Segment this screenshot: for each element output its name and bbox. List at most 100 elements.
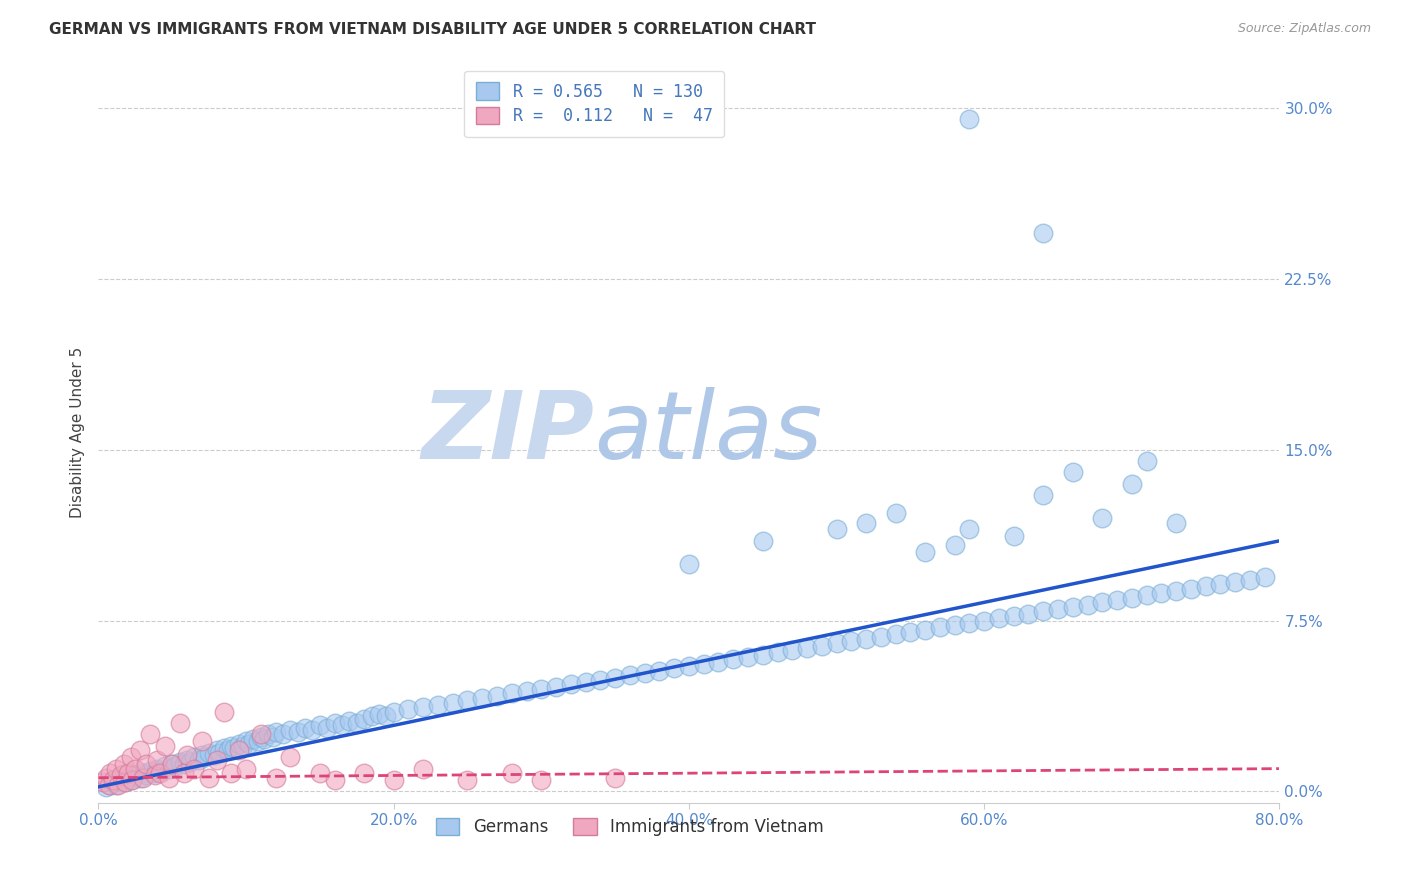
Point bbox=[162, 757, 183, 772]
Point bbox=[205, 743, 228, 757]
Point bbox=[1062, 466, 1084, 480]
Point bbox=[766, 645, 789, 659]
Point bbox=[316, 721, 339, 735]
Point bbox=[139, 764, 162, 778]
Point bbox=[1121, 591, 1143, 605]
Point bbox=[135, 757, 157, 772]
Point bbox=[98, 778, 121, 792]
Point bbox=[1002, 529, 1025, 543]
Point bbox=[427, 698, 450, 712]
Point bbox=[884, 627, 907, 641]
Point bbox=[110, 772, 132, 787]
Text: GERMAN VS IMMIGRANTS FROM VIETNAM DISABILITY AGE UNDER 5 CORRELATION CHART: GERMAN VS IMMIGRANTS FROM VIETNAM DISABI… bbox=[49, 22, 817, 37]
Point bbox=[232, 739, 254, 753]
Point bbox=[228, 743, 250, 757]
Point bbox=[149, 764, 172, 778]
Point bbox=[1254, 570, 1277, 584]
Point bbox=[664, 661, 686, 675]
Point bbox=[810, 639, 832, 653]
Point bbox=[149, 766, 172, 780]
Point bbox=[132, 771, 155, 785]
Point bbox=[501, 766, 523, 780]
Point bbox=[114, 775, 136, 789]
Point bbox=[1239, 573, 1261, 587]
Point bbox=[128, 771, 150, 785]
Point bbox=[246, 734, 269, 748]
Point bbox=[752, 648, 775, 662]
Point bbox=[191, 734, 214, 748]
Point bbox=[105, 778, 128, 792]
Point bbox=[412, 762, 434, 776]
Point bbox=[280, 750, 302, 764]
Point bbox=[723, 652, 745, 666]
Point bbox=[870, 630, 893, 644]
Point bbox=[575, 675, 598, 690]
Point bbox=[382, 772, 405, 787]
Point bbox=[242, 731, 264, 746]
Point bbox=[110, 768, 132, 782]
Point bbox=[634, 665, 657, 680]
Point bbox=[264, 771, 287, 785]
Point bbox=[124, 762, 146, 776]
Point bbox=[250, 730, 273, 744]
Point bbox=[132, 766, 155, 780]
Point bbox=[1180, 582, 1202, 596]
Point bbox=[752, 533, 775, 548]
Point bbox=[183, 762, 205, 776]
Point bbox=[375, 709, 398, 723]
Point bbox=[1032, 488, 1054, 502]
Point bbox=[221, 766, 243, 780]
Point bbox=[135, 768, 157, 782]
Point bbox=[187, 752, 209, 766]
Point bbox=[271, 727, 294, 741]
Point bbox=[929, 620, 952, 634]
Point bbox=[107, 778, 129, 792]
Point bbox=[208, 746, 231, 760]
Point bbox=[339, 714, 361, 728]
Point bbox=[198, 746, 221, 760]
Legend: Germans, Immigrants from Vietnam: Germans, Immigrants from Vietnam bbox=[426, 808, 834, 847]
Point bbox=[169, 716, 191, 731]
Point bbox=[264, 725, 287, 739]
Point bbox=[205, 752, 228, 766]
Point bbox=[516, 684, 538, 698]
Point bbox=[855, 516, 877, 530]
Point bbox=[346, 716, 368, 731]
Point bbox=[280, 723, 302, 737]
Point bbox=[959, 523, 981, 537]
Point bbox=[323, 772, 346, 787]
Point bbox=[262, 730, 284, 744]
Point bbox=[1018, 607, 1040, 621]
Point bbox=[825, 636, 848, 650]
Point bbox=[221, 739, 243, 753]
Point bbox=[212, 705, 235, 719]
Point bbox=[360, 709, 382, 723]
Point bbox=[1150, 586, 1173, 600]
Point bbox=[605, 771, 627, 785]
Point bbox=[330, 718, 353, 732]
Point bbox=[737, 650, 759, 665]
Point bbox=[988, 611, 1011, 625]
Point bbox=[782, 643, 804, 657]
Point bbox=[353, 766, 375, 780]
Point bbox=[1166, 583, 1188, 598]
Point bbox=[194, 750, 217, 764]
Point bbox=[173, 766, 195, 780]
Point bbox=[169, 755, 191, 769]
Point bbox=[157, 771, 180, 785]
Point bbox=[605, 671, 627, 685]
Point bbox=[589, 673, 612, 687]
Point bbox=[198, 771, 221, 785]
Text: Source: ZipAtlas.com: Source: ZipAtlas.com bbox=[1237, 22, 1371, 36]
Point bbox=[179, 755, 201, 769]
Point bbox=[146, 762, 169, 776]
Point bbox=[959, 615, 981, 630]
Point bbox=[1107, 593, 1129, 607]
Point bbox=[117, 766, 139, 780]
Point bbox=[1121, 476, 1143, 491]
Point bbox=[162, 757, 183, 772]
Point bbox=[1166, 516, 1188, 530]
Point bbox=[250, 727, 273, 741]
Point bbox=[973, 614, 995, 628]
Point bbox=[648, 664, 671, 678]
